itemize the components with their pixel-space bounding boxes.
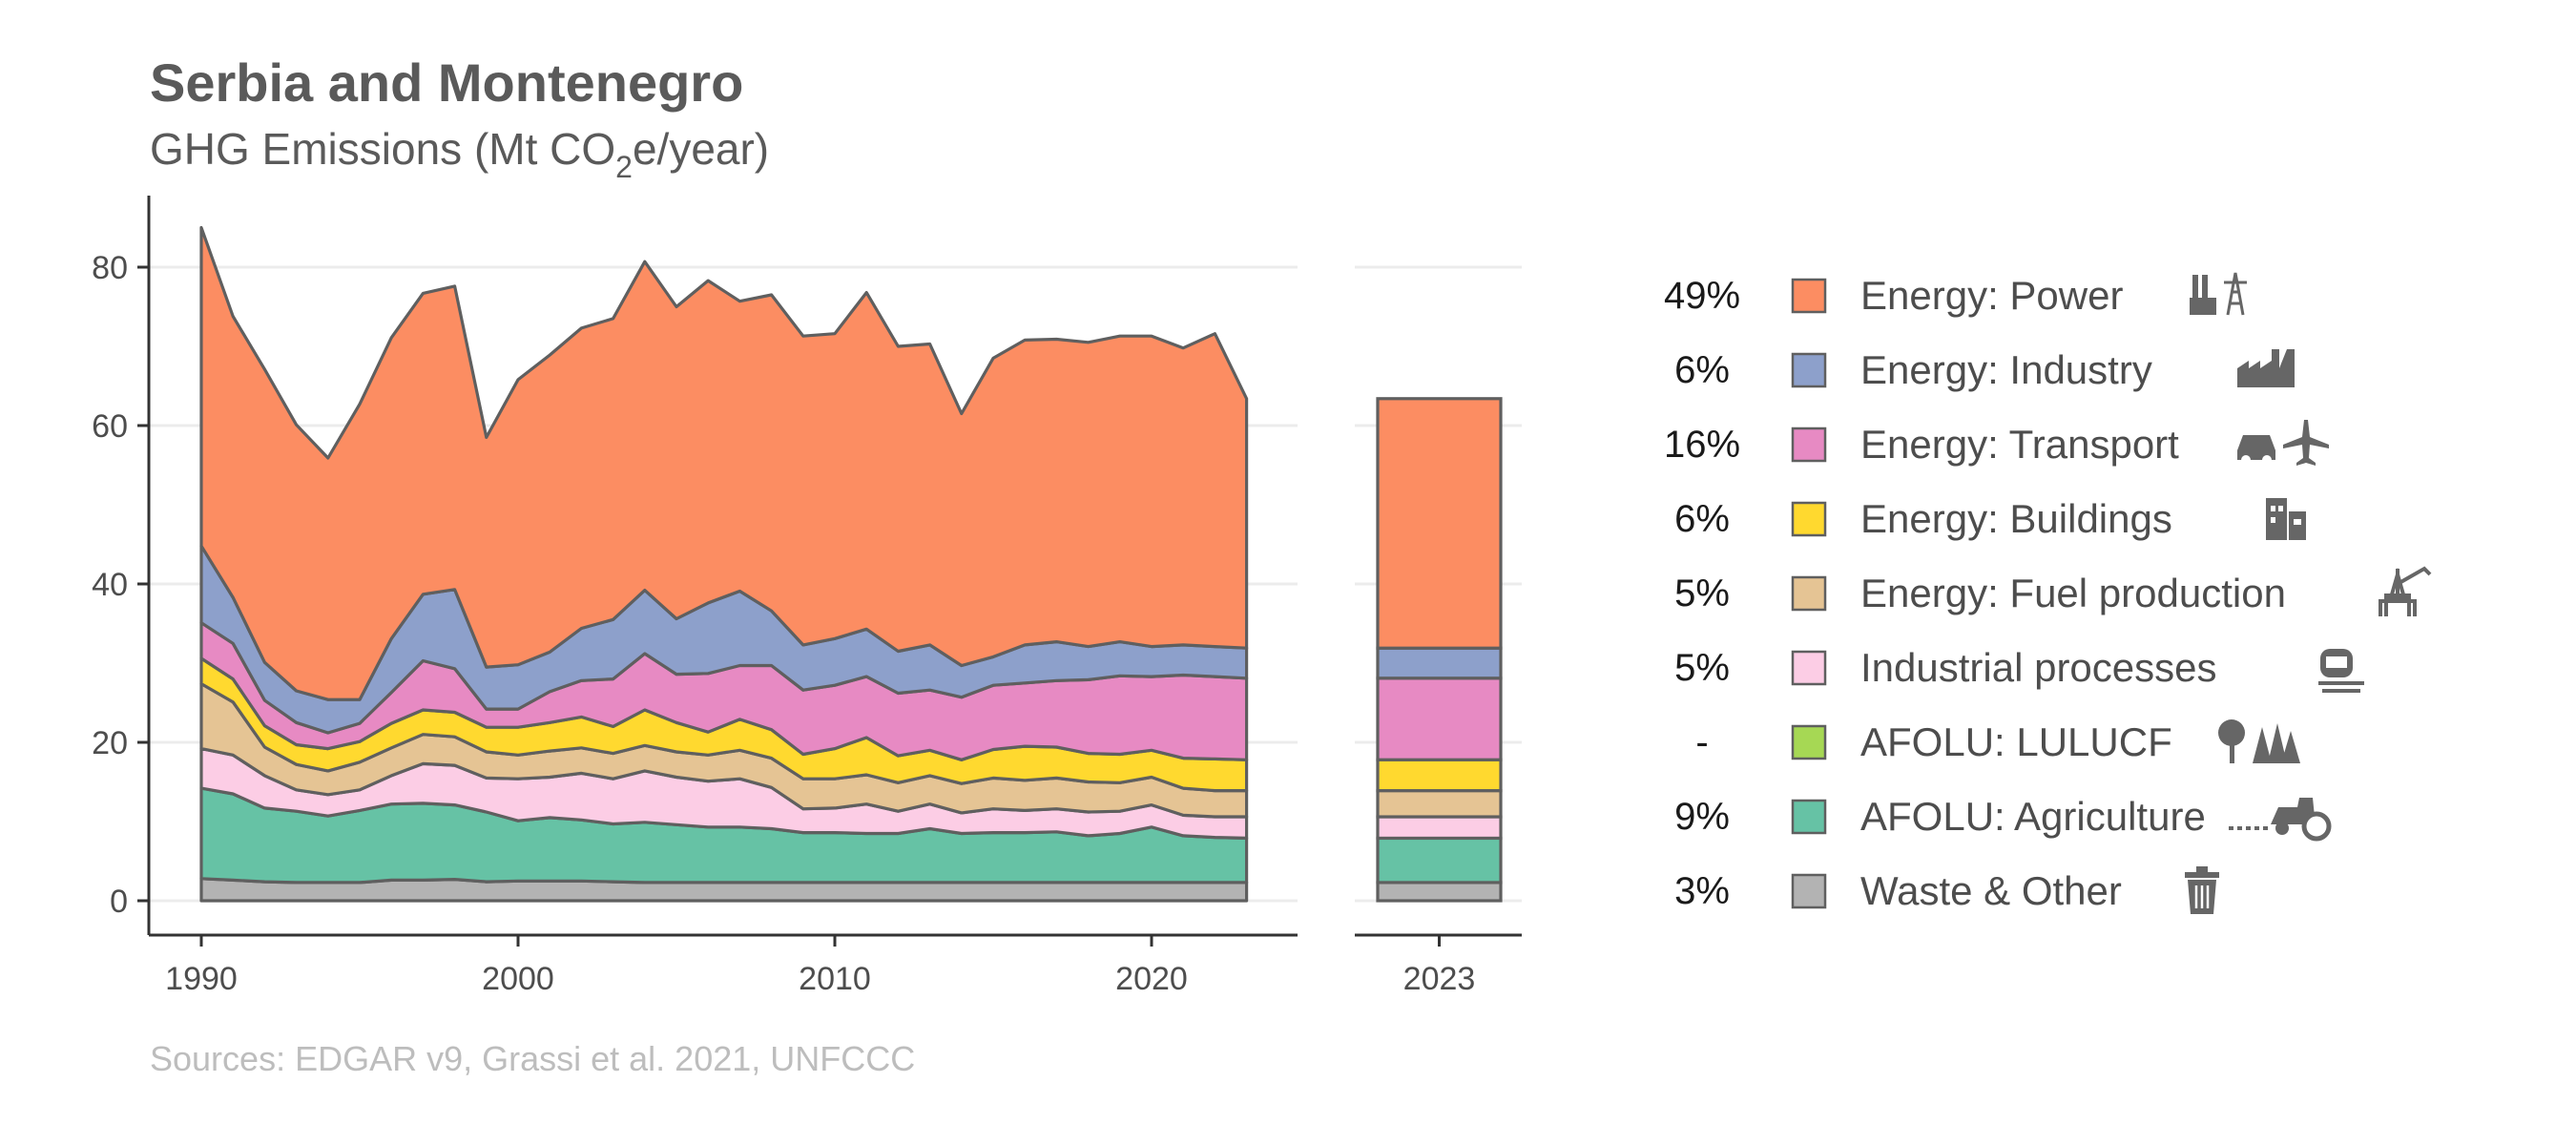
x-tick-label: 2020 [1115,961,1188,997]
chart-title: Serbia and Montenegro [150,52,743,113]
bar-axis: 2023 [1355,933,1522,997]
legend-item-afolu-lulucf: - AFOLU: LULUCF [1695,719,2300,764]
car-plane-icon [2237,420,2329,466]
legend-percent: 5% [1674,647,1730,689]
legend-label: Waste & Other [1860,868,2122,913]
oil-rig-icon [2379,566,2432,616]
legend-label: Industrial processes [1860,645,2217,690]
legend-swatch [1791,650,1827,686]
legend-item-energy-buildings: 6% Energy: Buildings [1674,496,2306,541]
area-chart-panel: 0 20 40 60 80 1990 2000 2010 2020 [92,196,1298,997]
x-tick-label: 2000 [482,961,554,997]
legend-percent: 16% [1664,424,1740,466]
bar-segment-afolu-agriculture [1376,836,1503,885]
bar-segment-energy-industry [1376,646,1503,680]
legend-percent: 6% [1674,498,1730,540]
x-tick-label: 2010 [799,961,871,997]
trash-can-icon [2185,866,2219,914]
bar-segment-energy-buildings [1376,758,1503,793]
bar-segment-waste-other [1376,881,1503,903]
legend-swatch [1791,575,1827,612]
legend-swatch [1791,352,1827,388]
stacked-bar [1376,397,1503,903]
source-note: Sources: EDGAR v9, Grassi et al. 2021, U… [150,1039,915,1078]
legend-label: AFOLU: Agriculture [1860,794,2206,839]
legend-item-energy-power: 49% Energy: Power [1664,272,2247,318]
legend-item-afolu-agriculture: 9% AFOLU: Agriculture [1674,794,2332,842]
legend-percent: 3% [1674,870,1730,912]
cement-mixer-icon [2318,649,2364,693]
bar-segment-energy-fuel-production [1376,789,1503,819]
legend-percent: 9% [1674,796,1730,838]
legend-label: AFOLU: LULUCF [1860,719,2172,764]
legend-percent: 49% [1664,275,1740,317]
y-tick-label: 20 [92,725,128,761]
y-tick-label: 60 [92,408,128,445]
legend-label: Energy: Power [1860,273,2123,318]
legend-item-energy-transport: 16% Energy: Transport [1664,420,2329,467]
stacked-areas [199,225,1249,903]
buildings-icon [2266,498,2306,540]
axes: 0 20 40 60 80 1990 2000 2010 2020 [92,196,1298,997]
legend-item-energy-fuel-production: 5% Energy: Fuel production [1674,566,2432,616]
tractor-icon [2229,798,2332,842]
legend-label: Energy: Industry [1860,347,2152,392]
legend-swatch [1791,799,1827,835]
chart-subtitle: GHG Emissions (Mt CO2e/year) [150,124,769,184]
legend: 49% Energy: Power 6% Energy: Industry 16% Ene… [1664,272,2432,914]
x-tick-label: 1990 [165,961,238,997]
bar-segment-industrial-processes [1376,815,1503,841]
legend-item-waste-other: 3% Waste & Other [1674,866,2219,914]
bar-segment-energy-power [1376,397,1503,650]
legend-swatch [1791,501,1827,537]
bar-x-tick-label: 2023 [1403,961,1476,997]
trees-icon [2218,719,2300,763]
legend-percent: 5% [1674,572,1730,614]
legend-label: Energy: Transport [1860,422,2179,467]
legend-swatch [1791,724,1827,760]
legend-item-industrial-processes: 5% Industrial processes [1674,645,2364,693]
bar-chart-panel: 2023 [1355,265,1522,997]
y-tick-label: 0 [110,884,128,920]
legend-swatch [1791,873,1827,909]
legend-percent: - [1695,721,1708,763]
y-tick-label: 40 [92,567,128,603]
y-tick-label: 80 [92,250,128,286]
legend-percent: 6% [1674,349,1730,391]
legend-label: Energy: Fuel production [1860,571,2286,615]
area-energy-power [199,225,1249,701]
legend-label: Energy: Buildings [1860,496,2172,541]
factory-icon [2237,349,2295,387]
legend-swatch [1791,427,1827,463]
bar-segment-energy-transport [1376,677,1503,761]
legend-item-energy-industry: 6% Energy: Industry [1674,347,2295,392]
power-plant-icon [2190,272,2247,316]
legend-swatch [1791,278,1827,314]
